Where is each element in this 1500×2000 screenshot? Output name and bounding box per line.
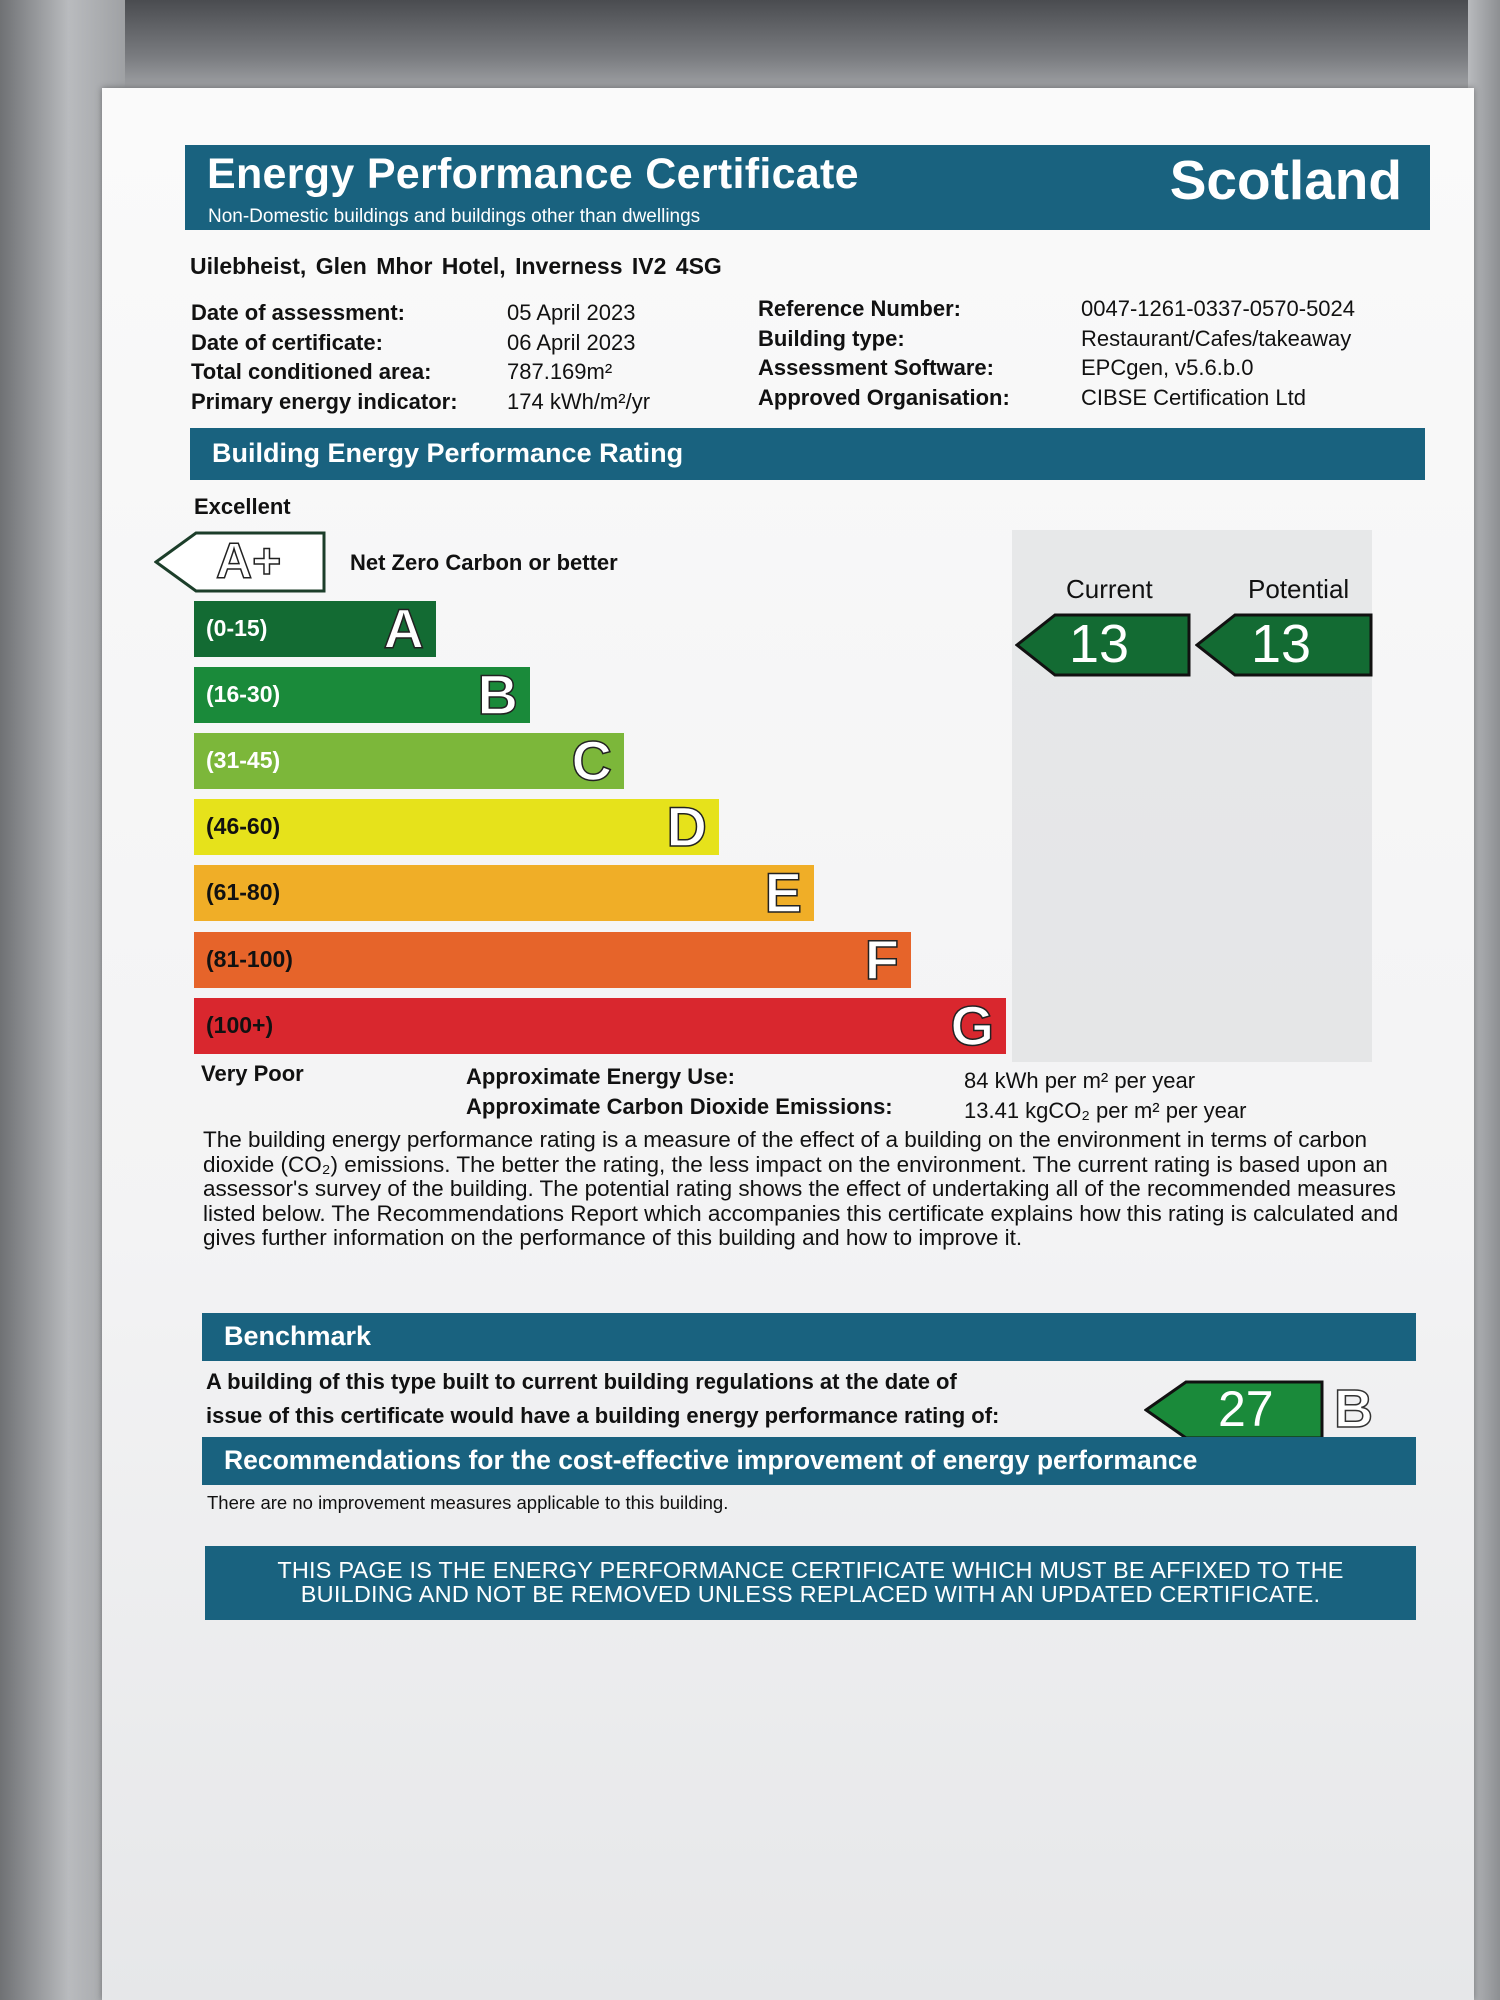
details-left: Date of assessment: 05 April 2023 Date of… xyxy=(191,298,650,416)
band-letter: E xyxy=(764,861,803,924)
band-range: (61-80) xyxy=(206,879,281,905)
aplus-text: Net Zero Carbon or better xyxy=(350,550,618,575)
certificate-header xyxy=(185,145,1430,230)
band-range: (0-15) xyxy=(206,615,268,641)
detail-value: EPCgen, v5.6.b.0 xyxy=(1081,355,1254,380)
detail-value: 174 kWh/m²/yr xyxy=(507,388,651,414)
benchmark-rating-arrow: 27 xyxy=(1144,1380,1324,1440)
band-range: (81-100) xyxy=(206,946,293,972)
excellent-label: Excellent xyxy=(194,494,291,519)
detail-value: 0047-1261-0337-0570-5024 xyxy=(1081,296,1356,321)
potential-rating-value: 13 xyxy=(1251,614,1312,674)
detail-value: 05 April 2023 xyxy=(507,300,636,325)
rating-band-g: (100+) G xyxy=(194,994,1006,1057)
band-letter: D xyxy=(666,795,708,858)
detail-row: Primary energy indicator: 174 kWh/m²/yr xyxy=(191,387,650,417)
rating-band-c: (31-45) C xyxy=(194,729,624,792)
detail-row: Date of certificate: 06 April 2023 xyxy=(191,328,650,358)
footer-line-2: BUILDING AND NOT BE REMOVED UNLESS REPLA… xyxy=(300,1581,1321,1607)
rating-band-f: (81-100) F xyxy=(194,928,911,991)
detail-value: 06 April 2023 xyxy=(507,329,636,355)
current-label: Current xyxy=(1066,574,1153,604)
rating-heading: Building Energy Performance Rating xyxy=(212,438,684,468)
footer-notice: THIS PAGE IS THE ENERGY PERFORMANCE CERT… xyxy=(205,1546,1416,1620)
very-poor-label: Very Poor xyxy=(201,1061,304,1086)
band-letter: A xyxy=(383,597,425,660)
detail-value: 787.169m² xyxy=(507,359,613,384)
detail-label: Date of assessment: xyxy=(191,300,405,325)
current-rating-value: 13 xyxy=(1069,614,1130,674)
detail-row: Date of assessment: 05 April 2023 xyxy=(191,298,650,328)
certificate-subtitle: Non-Domestic buildings and buildings oth… xyxy=(208,206,701,227)
detail-label: Date of certificate: xyxy=(191,329,383,355)
detail-row: Building type: Restaurant/Cafes/takeaway xyxy=(758,324,1355,354)
co2-label: Approximate Carbon Dioxide Emissions: xyxy=(466,1094,893,1119)
band-range: (100+) xyxy=(206,1012,274,1038)
band-range: (46-60) xyxy=(206,813,281,839)
energy-use-value: 84 kWh per m² per year xyxy=(964,1068,1196,1093)
benchmark-rating-value: 27 xyxy=(1218,1381,1274,1437)
certificate-title: Energy Performance Certificate xyxy=(207,150,859,198)
recommendations-text: There are no improvement measures applic… xyxy=(207,1492,729,1513)
detail-row: Assessment Software: EPCgen, v5.6.b.0 xyxy=(758,353,1355,383)
current-rating-arrow: 13 xyxy=(1015,613,1191,677)
benchmark-line-1: A building of this type built to current… xyxy=(206,1369,957,1394)
rating-band-b: (16-30) B xyxy=(194,663,530,726)
band-letter: F xyxy=(864,928,900,991)
band-range: (31-45) xyxy=(206,747,281,773)
potential-rating-arrow: 13 xyxy=(1195,613,1373,677)
building-address: Uilebheist, Glen Mhor Hotel, Inverness I… xyxy=(190,253,722,279)
rating-panel xyxy=(1012,530,1372,1062)
band-range: (16-30) xyxy=(206,681,281,707)
detail-label: Primary energy indicator: xyxy=(191,388,458,414)
band-letter: C xyxy=(571,729,613,792)
aplus-arrow: A+ xyxy=(153,531,326,598)
benchmark-heading-bar: Benchmark xyxy=(202,1313,1416,1361)
detail-label: Assessment Software: xyxy=(758,355,994,380)
country-label: Scotland xyxy=(1169,149,1402,211)
rating-band-d: (46-60) D xyxy=(194,795,719,858)
benchmark-band-letter: B xyxy=(1333,1378,1374,1440)
aplus-letter: A+ xyxy=(215,532,282,590)
recommendations-heading-bar: Recommendations for the cost-effective i… xyxy=(202,1437,1416,1485)
detail-value: Restaurant/Cafes/takeaway xyxy=(1081,325,1352,351)
rating-band-e: (61-80) E xyxy=(194,861,814,924)
energy-use-label: Approximate Energy Use: xyxy=(466,1064,735,1089)
detail-row: Approved Organisation: CIBSE Certificatio… xyxy=(758,383,1355,413)
rating-band-a: (0-15) A xyxy=(194,597,436,660)
footer-line-1: THIS PAGE IS THE ENERGY PERFORMANCE CERT… xyxy=(277,1557,1344,1583)
benchmark-heading: Benchmark xyxy=(224,1321,372,1351)
recommendations-heading: Recommendations for the cost-effective i… xyxy=(224,1445,1198,1475)
potential-label: Potential xyxy=(1248,574,1350,604)
detail-label: Approved Organisation: xyxy=(758,384,1010,410)
detail-label: Reference Number: xyxy=(758,296,961,321)
benchmark-line-2: issue of this certificate would have a b… xyxy=(206,1403,1000,1428)
rating-description: The building energy performance rating i… xyxy=(203,1127,1399,1250)
rating-heading-bar: Building Energy Performance Rating xyxy=(190,428,1425,480)
detail-row: Reference Number: 0047-1261-0337-0570-502… xyxy=(758,294,1355,324)
detail-value: CIBSE Certification Ltd xyxy=(1081,384,1306,410)
band-letter: B xyxy=(477,663,519,726)
frame-top xyxy=(0,0,1500,95)
detail-label: Building type: xyxy=(758,325,905,351)
detail-label: Total conditioned area: xyxy=(191,359,432,384)
detail-row: Total conditioned area: 787.169m² xyxy=(191,357,650,387)
co2-value: 13.41 kgCO₂ per m² per year xyxy=(964,1098,1247,1123)
band-letter: G xyxy=(950,994,995,1057)
details-right: Reference Number: 0047-1261-0337-0570-502… xyxy=(758,294,1355,412)
